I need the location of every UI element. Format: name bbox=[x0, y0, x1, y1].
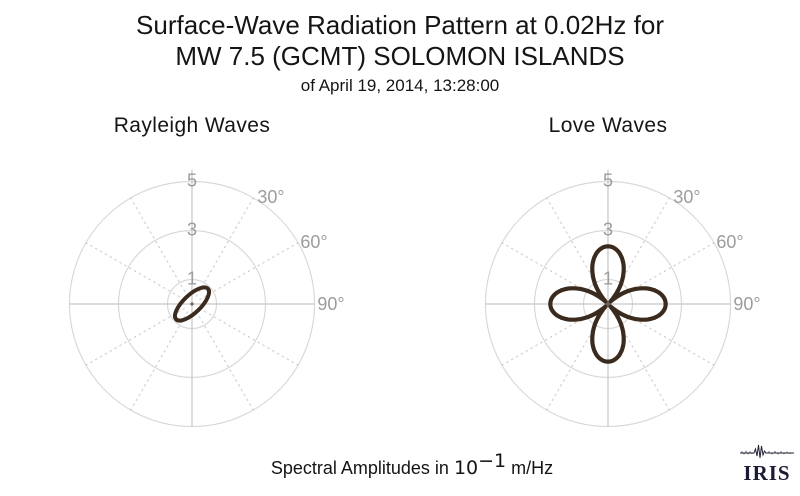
love-plot-title: Love Waves bbox=[548, 114, 668, 137]
caption-prefix: Spectral Amplitudes in bbox=[270, 458, 454, 478]
figure-title: Surface-Wave Radiation Pattern at 0.02Hz… bbox=[0, 10, 800, 96]
figure-title-date: of April 19, 2014, 13:28:00 bbox=[300, 76, 500, 95]
caption-base: 10 bbox=[453, 457, 479, 479]
svg-text:3: 3 bbox=[187, 220, 197, 240]
svg-text:90°: 90° bbox=[317, 294, 344, 314]
rayleigh-plot-title: Rayleigh Waves bbox=[113, 114, 271, 137]
caption-suffix: m/Hz bbox=[506, 458, 554, 478]
svg-text:1: 1 bbox=[187, 269, 197, 289]
svg-text:5: 5 bbox=[603, 171, 613, 191]
iris-logo: IRIS bbox=[736, 443, 798, 491]
rayleigh-polar-plot: 1 3 5 30° 60° 90° bbox=[22, 154, 362, 454]
svg-text:1: 1 bbox=[603, 269, 613, 289]
seismogram-trace-icon bbox=[740, 444, 794, 459]
love-polar-plot: 1 3 5 30° 60° 90° bbox=[438, 154, 778, 454]
svg-text:90°: 90° bbox=[733, 294, 760, 314]
figure-title-line1: Surface-Wave Radiation Pattern at 0.02Hz… bbox=[136, 10, 664, 40]
svg-text:3: 3 bbox=[603, 220, 613, 240]
svg-text:60°: 60° bbox=[716, 232, 743, 252]
caption-exponent: −1 bbox=[478, 450, 507, 472]
svg-text:60°: 60° bbox=[300, 232, 327, 252]
iris-logo-text: IRIS bbox=[743, 461, 791, 485]
units-caption: Spectral Amplitudes in 10−1 m/Hz bbox=[12, 450, 800, 479]
svg-text:30°: 30° bbox=[257, 187, 284, 207]
svg-text:30°: 30° bbox=[673, 187, 700, 207]
svg-text:5: 5 bbox=[187, 171, 197, 191]
figure-title-line2: MW 7.5 (GCMT) SOLOMON ISLANDS bbox=[175, 41, 625, 71]
